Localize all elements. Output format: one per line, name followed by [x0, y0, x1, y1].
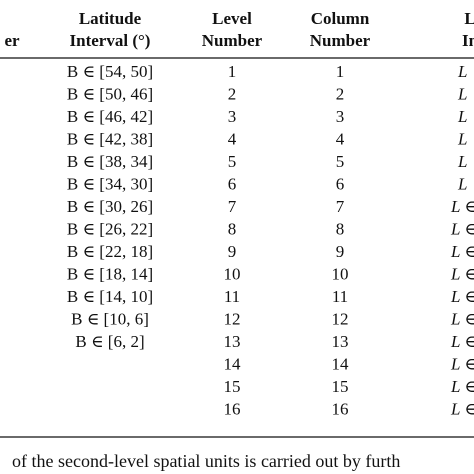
cell: 10	[224, 264, 241, 283]
cell: B ∈ [42, 38]	[67, 129, 153, 148]
cell: 14	[224, 354, 242, 373]
cell: 1	[336, 62, 345, 81]
cell: L ∈	[450, 264, 474, 283]
cell: 9	[228, 242, 237, 261]
cell: 4	[228, 129, 237, 148]
cell: 5	[228, 152, 237, 171]
cell: B ∈ [22, 18]	[67, 242, 153, 261]
cell: 7	[228, 197, 237, 216]
cell: L	[457, 62, 467, 81]
cell: 15	[224, 377, 241, 396]
cell: B ∈ [50, 46]	[67, 84, 153, 103]
cell: L	[457, 174, 467, 193]
column-header: Number	[310, 31, 371, 50]
cell: 6	[228, 174, 237, 193]
cell: 11	[332, 287, 348, 306]
cell: L ∈	[450, 219, 474, 238]
cell: L ∈	[450, 242, 474, 261]
cell: 8	[336, 219, 345, 238]
cell: 10	[332, 264, 349, 283]
cell: 14	[332, 354, 350, 373]
column-header: Column	[311, 9, 370, 28]
cell: 12	[224, 309, 241, 328]
cell: 15	[332, 377, 349, 396]
column-header: In	[462, 31, 474, 50]
cell: 16	[332, 399, 349, 418]
cell: B ∈ [30, 26]	[67, 197, 153, 216]
cell: B ∈ [26, 22]	[67, 219, 153, 238]
column-header: Latitude	[79, 9, 142, 28]
cell: 9	[336, 242, 345, 261]
cell: 2	[228, 84, 237, 103]
cell: L	[457, 129, 467, 148]
cell: L ∈	[450, 377, 474, 396]
column-header: Level	[212, 9, 252, 28]
cell: L ∈	[450, 332, 474, 351]
column-header: Number	[202, 31, 263, 50]
cell: 1	[228, 62, 237, 81]
body-text: of the second-level spatial units is car…	[12, 451, 400, 471]
cell: B ∈ [46, 42]	[67, 107, 153, 126]
cell: 12	[332, 309, 349, 328]
cell: B ∈ [10, 6]	[71, 309, 149, 328]
cell: 8	[228, 219, 237, 238]
cell: 6	[336, 174, 345, 193]
cell: 7	[336, 197, 345, 216]
column-header: Interval (°)	[70, 31, 151, 50]
column-header: er	[4, 31, 20, 50]
cell: B ∈ [54, 50]	[67, 62, 153, 81]
cell: L ∈	[450, 309, 474, 328]
cell: 16	[224, 399, 241, 418]
cell: 2	[336, 84, 345, 103]
cell: 3	[228, 107, 237, 126]
cell: L	[457, 152, 467, 171]
cell: B ∈ [6, 2]	[75, 332, 144, 351]
cell: B ∈ [38, 34]	[67, 152, 153, 171]
cell: B ∈ [18, 14]	[67, 264, 153, 283]
cell: 13	[332, 332, 349, 351]
column-header: L	[464, 9, 474, 28]
cell: 11	[224, 287, 240, 306]
cell: L ∈	[450, 287, 474, 306]
cell: 5	[336, 152, 345, 171]
cell: 3	[336, 107, 345, 126]
cell: L	[457, 84, 467, 103]
cell: L	[457, 107, 467, 126]
cell: L ∈	[450, 399, 474, 418]
cell: 13	[224, 332, 241, 351]
cell: L ∈	[450, 197, 474, 216]
cell: 4	[336, 129, 345, 148]
cell: B ∈ [34, 30]	[67, 174, 153, 193]
cell: B ∈ [14, 10]	[67, 287, 153, 306]
cell: L ∈	[450, 354, 474, 373]
